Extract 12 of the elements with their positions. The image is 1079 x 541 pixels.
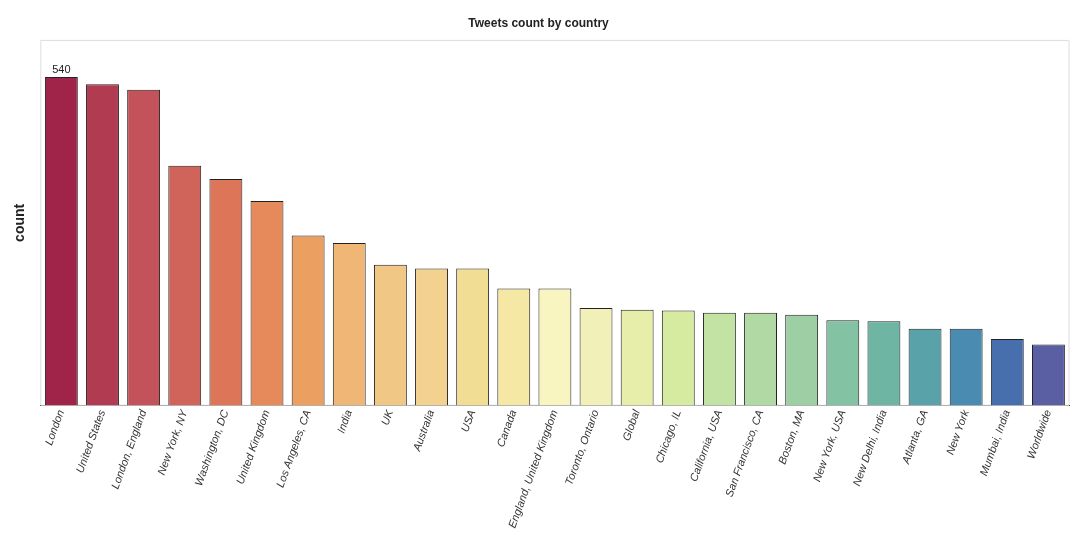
- x-tick-label: Global: [619, 407, 643, 443]
- x-tick-label: United States: [73, 407, 108, 475]
- x-tick-label: New York, USA: [810, 408, 848, 484]
- x-tick-label: USA: [458, 408, 478, 434]
- x-tick-label: New York, NY: [154, 407, 190, 477]
- x-tick-label: New Delhi, India: [850, 408, 889, 488]
- chart-title: Tweets count by country: [468, 15, 610, 30]
- x-tick-label: New York: [943, 407, 972, 457]
- x-tick-label: UK: [378, 407, 396, 427]
- x-tick-label: India: [334, 408, 355, 435]
- y-axis-title: count: [11, 203, 28, 242]
- data-label: 540: [52, 63, 71, 76]
